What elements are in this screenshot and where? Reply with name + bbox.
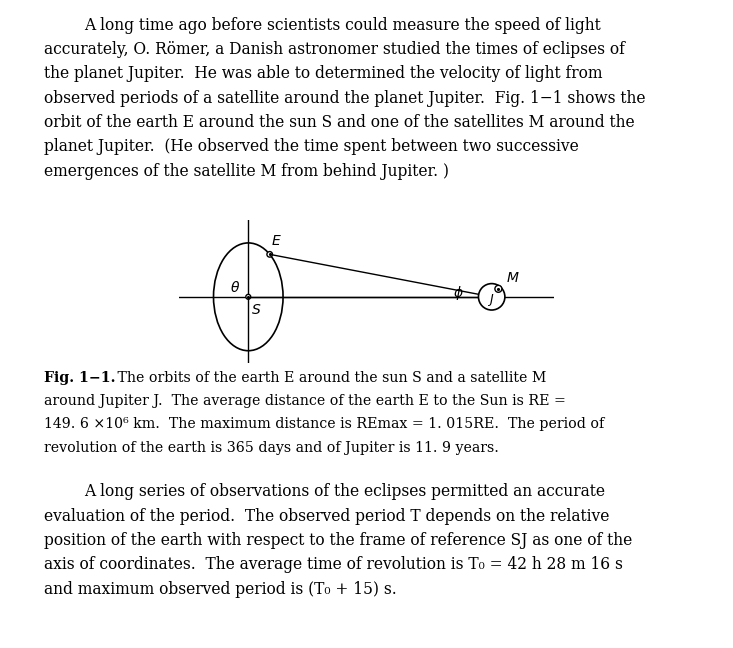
Text: Fig. 1−1.: Fig. 1−1.: [44, 371, 116, 385]
Text: $\phi$: $\phi$: [453, 284, 464, 301]
Text: emergences of the satellite M from behind Jupiter. ): emergences of the satellite M from behin…: [44, 163, 449, 179]
Text: planet Jupiter.  (He observed the time spent between two successive: planet Jupiter. (He observed the time sp…: [44, 139, 579, 156]
Text: $J$: $J$: [487, 292, 495, 308]
Circle shape: [479, 284, 505, 310]
Text: evaluation of the period.  The observed period T depends on the relative: evaluation of the period. The observed p…: [44, 508, 609, 525]
Circle shape: [246, 294, 251, 299]
Text: and maximum observed period is (T₀ + 15) s.: and maximum observed period is (T₀ + 15)…: [44, 581, 397, 597]
Text: A long time ago before scientists could measure the speed of light: A long time ago before scientists could …: [84, 17, 601, 34]
Text: around Jupiter J.  The average distance of the earth E to the Sun is RE =: around Jupiter J. The average distance o…: [44, 394, 566, 408]
Text: The orbits of the earth E around the sun S and a satellite M: The orbits of the earth E around the sun…: [104, 371, 547, 385]
Text: orbit of the earth E around the sun S and one of the satellites M around the: orbit of the earth E around the sun S an…: [44, 114, 635, 131]
Text: $E$: $E$: [271, 234, 282, 248]
Text: revolution of the earth is 365 days and of Jupiter is 11. 9 years.: revolution of the earth is 365 days and …: [44, 441, 499, 455]
Text: axis of coordinates.  The average time of revolution is T₀ = 42 h 28 m 16 s: axis of coordinates. The average time of…: [44, 556, 623, 573]
Text: A long series of observations of the eclipses permitted an accurate: A long series of observations of the ecl…: [84, 483, 605, 500]
Text: $\theta$: $\theta$: [230, 279, 240, 295]
Text: position of the earth with respect to the frame of reference SJ as one of the: position of the earth with respect to th…: [44, 532, 633, 549]
Text: the planet Jupiter.  He was able to determined the velocity of light from: the planet Jupiter. He was able to deter…: [44, 65, 603, 82]
Text: accurately, O. Römer, a Danish astronomer studied the times of eclipses of: accurately, O. Römer, a Danish astronome…: [44, 41, 625, 58]
Text: $S$: $S$: [251, 303, 261, 317]
Circle shape: [495, 285, 502, 292]
Text: $M$: $M$: [506, 272, 520, 285]
Text: observed periods of a satellite around the planet Jupiter.  Fig. 1−1 shows the: observed periods of a satellite around t…: [44, 90, 646, 107]
Text: 149. 6 ×10⁶ km.  The maximum distance is REmax = 1. 015RE.  The period of: 149. 6 ×10⁶ km. The maximum distance is …: [44, 417, 604, 432]
Circle shape: [267, 251, 273, 257]
